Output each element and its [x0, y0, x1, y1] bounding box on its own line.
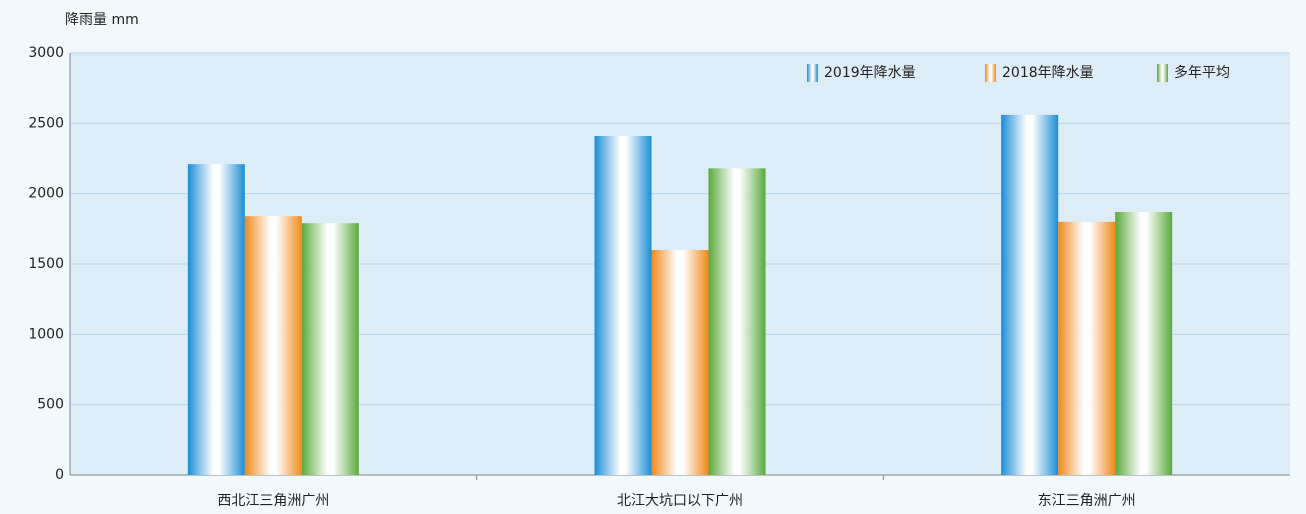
legend-swatch — [985, 64, 996, 82]
x-tick-label: 西北江三角洲广州 — [217, 493, 329, 509]
x-tick-label: 北江大坑口以下广州 — [617, 493, 743, 509]
legend-label: 2018年降水量 — [1002, 65, 1094, 81]
bar — [301, 223, 359, 475]
y-tick-label: 1500 — [28, 256, 64, 272]
y-tick-label: 500 — [37, 397, 64, 413]
legend-label: 多年平均 — [1174, 64, 1230, 81]
y-tick-label: 1000 — [28, 326, 64, 342]
legend-swatch — [1157, 64, 1168, 82]
y-axis-label: 降雨量 mm — [65, 12, 139, 28]
bar — [244, 216, 302, 475]
legend-label: 2019年降水量 — [824, 65, 916, 81]
legend-swatch — [807, 64, 818, 82]
bar — [594, 135, 652, 475]
bar — [1058, 221, 1116, 475]
bar — [187, 164, 245, 476]
y-tick-label: 0 — [55, 467, 64, 483]
y-tick-label: 2500 — [28, 115, 64, 131]
x-tick-label: 东江三角洲广州 — [1038, 493, 1136, 509]
y-tick-label: 3000 — [28, 45, 64, 61]
bar — [1001, 114, 1059, 475]
y-tick-label: 2000 — [28, 186, 64, 202]
bar — [708, 168, 766, 475]
bar — [1115, 211, 1173, 475]
bar — [651, 249, 709, 475]
